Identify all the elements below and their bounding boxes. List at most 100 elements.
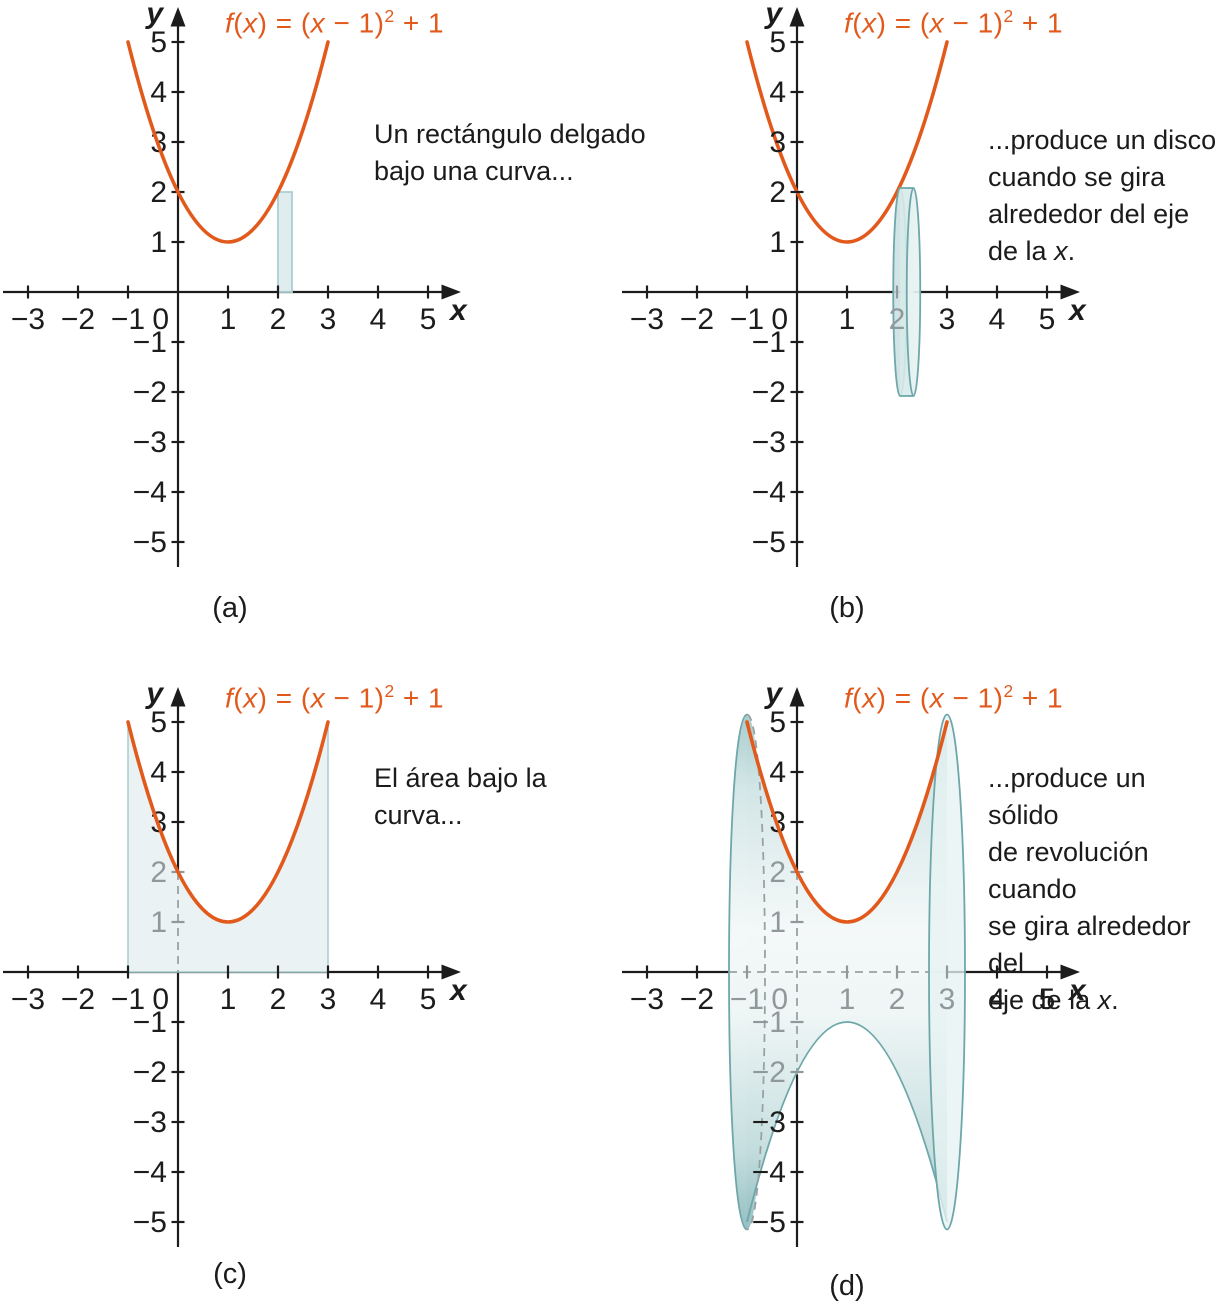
caption-line: bajo una curva... — [374, 156, 574, 186]
svg-text:−4: −4 — [133, 476, 167, 509]
svg-text:−2: −2 — [680, 303, 714, 336]
svg-text:5: 5 — [1039, 303, 1056, 336]
svg-text:3: 3 — [320, 303, 337, 336]
svg-text:−3: −3 — [630, 303, 664, 336]
svg-text:2: 2 — [889, 983, 906, 1016]
caption-line: ...produce un sólido — [988, 763, 1146, 830]
svg-text:−5: −5 — [752, 1206, 786, 1239]
svg-text:3: 3 — [939, 303, 956, 336]
svg-text:−2: −2 — [752, 376, 786, 409]
svg-text:0: 0 — [771, 303, 788, 336]
svg-text:1: 1 — [150, 906, 167, 939]
function-label-b: f(x) = (x − 1)2 + 1 — [844, 6, 1064, 39]
svg-text:5: 5 — [150, 26, 167, 59]
svg-text:5: 5 — [150, 706, 167, 739]
caption-line: curva... — [374, 800, 463, 830]
svg-text:4: 4 — [989, 983, 1006, 1016]
svg-text:−2: −2 — [61, 983, 95, 1016]
svg-text:1: 1 — [220, 303, 237, 336]
caption-line: eje de la x. — [988, 985, 1119, 1015]
svg-text:3: 3 — [320, 983, 337, 1016]
svg-text:4: 4 — [370, 303, 387, 336]
svg-text:−2: −2 — [752, 1056, 786, 1089]
caption-line: se gira alrededor del — [988, 911, 1191, 978]
svg-text:−2: −2 — [680, 983, 714, 1016]
panel-letter-d: (d) — [829, 1270, 865, 1302]
svg-text:y: y — [763, 0, 783, 30]
svg-text:4: 4 — [769, 756, 786, 789]
svg-text:4: 4 — [150, 76, 167, 109]
svg-text:−3: −3 — [133, 1106, 167, 1139]
svg-text:1: 1 — [769, 906, 786, 939]
svg-text:−4: −4 — [752, 1156, 786, 1189]
svg-text:−1: −1 — [133, 326, 167, 359]
svg-text:3: 3 — [769, 126, 786, 159]
caption-line: de la x. — [988, 236, 1076, 266]
panel-letter-b: (b) — [829, 592, 865, 624]
svg-text:y: y — [763, 677, 783, 710]
svg-text:1: 1 — [220, 983, 237, 1016]
svg-text:5: 5 — [769, 26, 786, 59]
function-label-c: f(x) = (x − 1)2 + 1 — [225, 681, 445, 714]
svg-text:−3: −3 — [11, 303, 45, 336]
svg-text:2: 2 — [769, 176, 786, 209]
svg-text:−4: −4 — [752, 476, 786, 509]
svg-text:−3: −3 — [752, 1106, 786, 1139]
svg-text:−3: −3 — [133, 426, 167, 459]
svg-text:2: 2 — [270, 983, 287, 1016]
svg-text:2: 2 — [889, 303, 906, 336]
svg-text:−3: −3 — [752, 426, 786, 459]
svg-text:−1: −1 — [133, 1006, 167, 1039]
svg-text:−1: −1 — [111, 983, 145, 1016]
svg-text:3: 3 — [939, 983, 956, 1016]
svg-text:4: 4 — [769, 76, 786, 109]
svg-text:−1: −1 — [730, 303, 764, 336]
svg-text:x: x — [448, 974, 468, 1007]
caption-b: ...produce un disco cuando se gira alred… — [988, 122, 1216, 270]
svg-text:0: 0 — [152, 303, 169, 336]
function-label-a: f(x) = (x − 1)2 + 1 — [225, 6, 445, 39]
svg-text:−1: −1 — [752, 1006, 786, 1039]
svg-text:y: y — [144, 0, 164, 30]
svg-text:4: 4 — [150, 756, 167, 789]
function-label-d: f(x) = (x − 1)2 + 1 — [844, 681, 1064, 714]
svg-text:2: 2 — [150, 176, 167, 209]
svg-text:−2: −2 — [61, 303, 95, 336]
svg-text:−2: −2 — [133, 376, 167, 409]
svg-text:−2: −2 — [133, 1056, 167, 1089]
svg-text:−5: −5 — [752, 526, 786, 559]
caption-line: de revolución cuando — [988, 837, 1149, 904]
svg-text:y: y — [144, 677, 164, 710]
svg-text:−4: −4 — [133, 1156, 167, 1189]
svg-text:4: 4 — [370, 983, 387, 1016]
svg-text:x: x — [1067, 974, 1087, 1007]
svg-text:0: 0 — [152, 983, 169, 1016]
caption-line: El área bajo la — [374, 763, 547, 793]
svg-text:2: 2 — [150, 856, 167, 889]
panel-letter-c: (c) — [213, 1258, 247, 1290]
caption-line: alrededor del eje — [988, 199, 1190, 229]
svg-text:−1: −1 — [752, 326, 786, 359]
svg-text:2: 2 — [769, 856, 786, 889]
svg-text:5: 5 — [420, 303, 437, 336]
svg-text:5: 5 — [1039, 983, 1056, 1016]
svg-text:1: 1 — [769, 226, 786, 259]
caption-line: Un rectángulo delgado — [374, 119, 646, 149]
svg-text:−3: −3 — [630, 983, 664, 1016]
svg-text:x: x — [448, 294, 468, 327]
caption-c: El área bajo la curva... — [374, 760, 547, 834]
svg-text:5: 5 — [420, 983, 437, 1016]
svg-text:4: 4 — [989, 303, 1006, 336]
panel-letter-a: (a) — [212, 592, 248, 624]
svg-text:0: 0 — [771, 983, 788, 1016]
svg-text:−1: −1 — [111, 303, 145, 336]
caption-d: ...produce un sólido de revolución cuand… — [988, 760, 1221, 1019]
svg-text:−5: −5 — [133, 1206, 167, 1239]
caption-line: ...produce un disco — [988, 125, 1217, 155]
caption-a: Un rectángulo delgado bajo una curva... — [374, 116, 646, 190]
